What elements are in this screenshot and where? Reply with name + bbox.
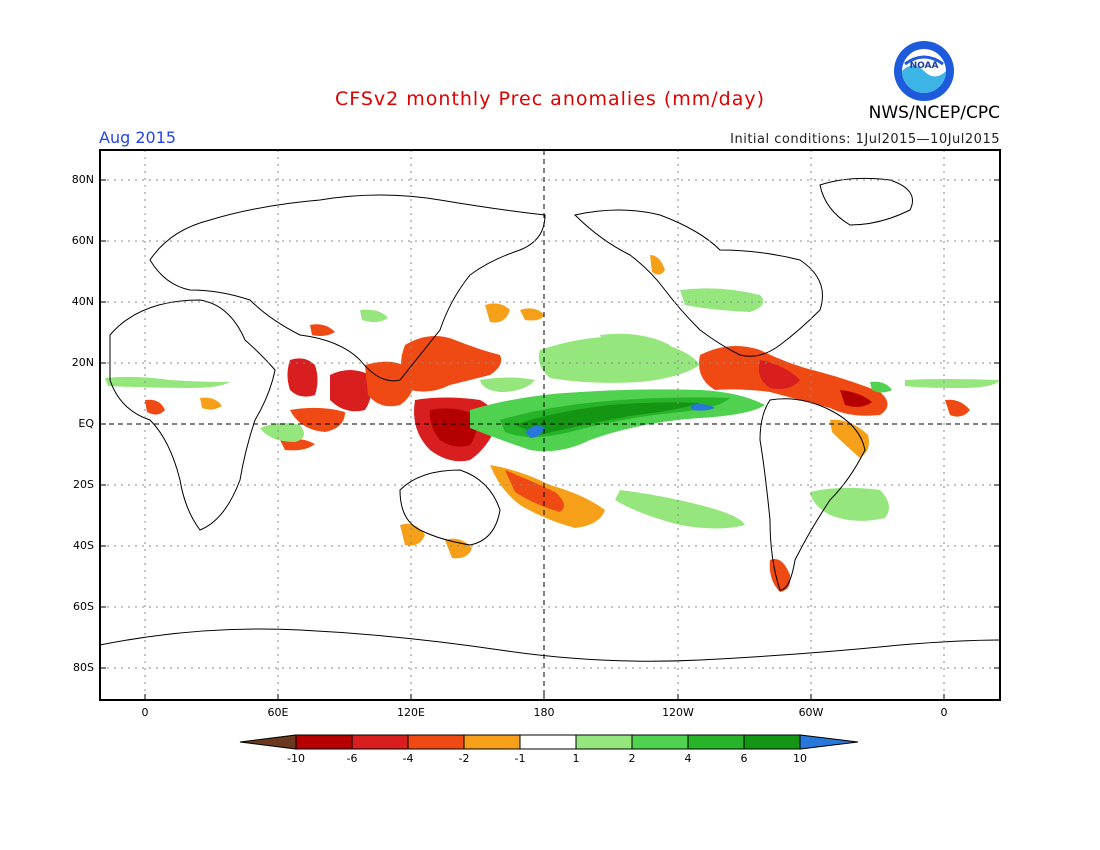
valid-month: Aug 2015 xyxy=(99,128,177,147)
lon-label: 60E xyxy=(267,706,289,719)
colorbar-tick-label: 4 xyxy=(684,752,692,765)
map-title: CFSv2 monthly Prec anomalies (mm/day) xyxy=(334,88,766,110)
anomaly-shading xyxy=(105,255,1000,592)
lat-label: 80S xyxy=(73,661,94,674)
lon-label: 60W xyxy=(798,706,824,719)
noaa-logo-text: NOAA xyxy=(910,61,939,71)
noaa-logo: NOAA xyxy=(894,41,954,101)
colorbar-swatch xyxy=(631,734,689,750)
lat-label: 80N xyxy=(71,173,94,186)
colorbar-tick-label: -1 xyxy=(514,752,526,765)
lon-label: 120E xyxy=(397,706,425,719)
colorbar xyxy=(239,734,859,750)
colorbar-tick-label: 10 xyxy=(793,752,807,765)
lon-label: 0 xyxy=(940,706,948,719)
colorbar-tick-label: -10 xyxy=(287,752,305,765)
lon-label: 0 xyxy=(141,706,149,719)
lat-label: EQ xyxy=(78,417,94,430)
lat-label: 20S xyxy=(73,478,94,491)
colorbar-arrow-high xyxy=(799,734,859,750)
lat-label: 20N xyxy=(71,356,94,369)
lat-label: 60S xyxy=(73,600,94,613)
colorbar-tick-label: 2 xyxy=(628,752,636,765)
lat-label: 60N xyxy=(71,234,94,247)
colorbar-swatch xyxy=(463,734,521,750)
colorbar-tick-label: 1 xyxy=(572,752,580,765)
lat-label: 40S xyxy=(73,539,94,552)
coastlines xyxy=(99,177,1001,662)
colorbar-arrow-low xyxy=(239,734,297,750)
lat-label: 40N xyxy=(71,295,94,308)
colorbar-swatch xyxy=(295,734,353,750)
colorbar-swatch xyxy=(743,734,801,750)
lon-label: 180 xyxy=(533,706,555,719)
equator-dateline xyxy=(100,150,1000,700)
graticule xyxy=(100,150,1000,700)
colorbar-swatch xyxy=(575,734,633,750)
lon-label: 120W xyxy=(662,706,694,719)
colorbar-tick-label: -2 xyxy=(458,752,470,765)
colorbar-swatch xyxy=(407,734,465,750)
colorbar-swatch xyxy=(519,734,577,750)
agency-label: NWS/NCEP/CPC xyxy=(868,103,1000,123)
map-frame xyxy=(99,149,1001,701)
colorbar-swatch xyxy=(351,734,409,750)
colorbar-tick-label: -4 xyxy=(402,752,414,765)
colorbar-tick-label: 6 xyxy=(740,752,748,765)
initial-conditions: Initial conditions: 1Jul2015—10Jul2015 xyxy=(730,132,1000,147)
colorbar-swatch xyxy=(687,734,745,750)
colorbar-tick-label: -6 xyxy=(346,752,358,765)
